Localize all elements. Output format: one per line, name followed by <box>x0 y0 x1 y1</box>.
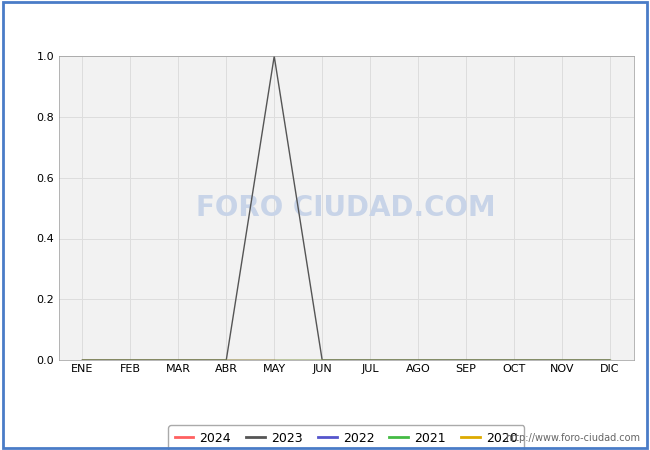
Text: FORO CIUDAD.COM: FORO CIUDAD.COM <box>196 194 496 222</box>
Text: Matriculaciones de Vehiculos en Cabezón de la Sierra: Matriculaciones de Vehiculos en Cabezón … <box>120 18 530 33</box>
Legend: 2024, 2023, 2022, 2021, 2020: 2024, 2023, 2022, 2021, 2020 <box>168 425 524 450</box>
Text: http://www.foro-ciudad.com: http://www.foro-ciudad.com <box>505 433 640 443</box>
